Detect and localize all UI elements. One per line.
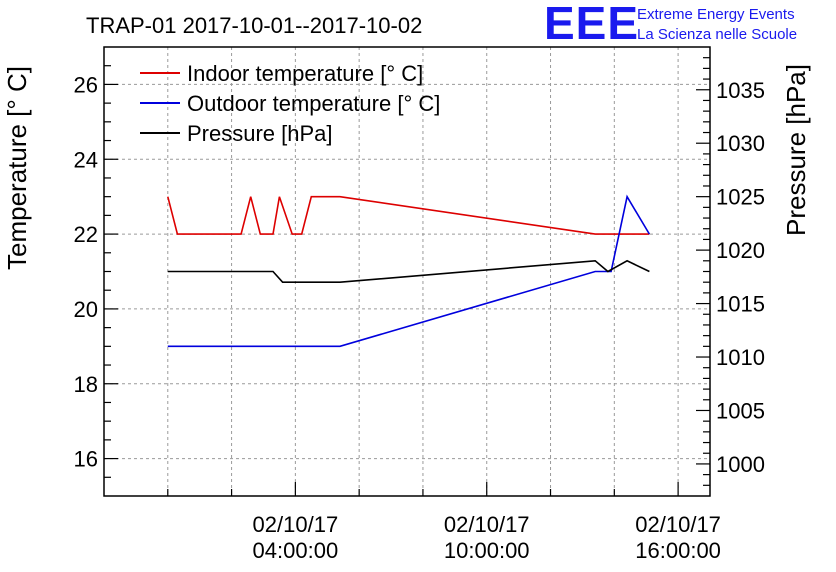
series-line-1 xyxy=(167,194,651,348)
legend: Indoor temperature [° C] Outdoor temperat… xyxy=(140,61,440,146)
eee-logo-line2: La Scienza nelle Scuole xyxy=(637,26,797,43)
y2-tick-label: 1000 xyxy=(716,452,765,477)
legend-label-2: Pressure [hPa] xyxy=(187,121,333,146)
axis-ticks xyxy=(104,57,710,496)
y2-axis-title: Pressure [hPa] xyxy=(781,64,811,236)
series-lines xyxy=(167,194,651,348)
y-tick-label: 24 xyxy=(74,147,98,172)
eee-logo-mark: EEE xyxy=(544,0,639,49)
grid xyxy=(104,47,710,496)
x-tick-date: 02/10/17 xyxy=(635,512,721,537)
y-tick-label: 20 xyxy=(74,297,98,322)
x-tick-time: 10:00:00 xyxy=(444,538,530,563)
y2-tick-label: 1005 xyxy=(716,398,765,423)
y-tick-label: 18 xyxy=(74,372,98,397)
eee-logo-line1: Extreme Energy Events xyxy=(637,6,795,23)
y-tick-label: 26 xyxy=(74,72,98,97)
y2-tick-label: 1030 xyxy=(716,131,765,156)
x-tick-time: 04:00:00 xyxy=(253,538,339,563)
y2-tick-label: 1015 xyxy=(716,292,765,317)
series-line-2 xyxy=(167,259,650,284)
legend-label-0: Indoor temperature [° C] xyxy=(187,61,423,86)
legend-label-1: Outdoor temperature [° C] xyxy=(187,91,440,116)
y2-tick-label: 1010 xyxy=(716,345,765,370)
chart-title: TRAP-01 2017-10-01--2017-10-02 xyxy=(86,13,422,38)
y2-tick-label: 1020 xyxy=(716,238,765,263)
y2-tick-label: 1025 xyxy=(716,185,765,210)
y-tick-label: 22 xyxy=(74,222,98,247)
y2-tick-label: 1035 xyxy=(716,78,765,103)
y-tick-label: 16 xyxy=(74,447,98,472)
x-tick-date: 02/10/17 xyxy=(444,512,530,537)
tick-labels: 16 18 20 22 24 26 1000 1005 1010 1015 1020 1025 1030… xyxy=(74,72,765,563)
y-axis-title: Temperature [° C] xyxy=(2,66,32,270)
eee-logo: EEE Extreme Energy Events La Scienza nel… xyxy=(544,0,797,49)
x-tick-date: 02/10/17 xyxy=(253,512,339,537)
x-tick-time: 16:00:00 xyxy=(635,538,721,563)
series-line-0 xyxy=(167,195,650,235)
